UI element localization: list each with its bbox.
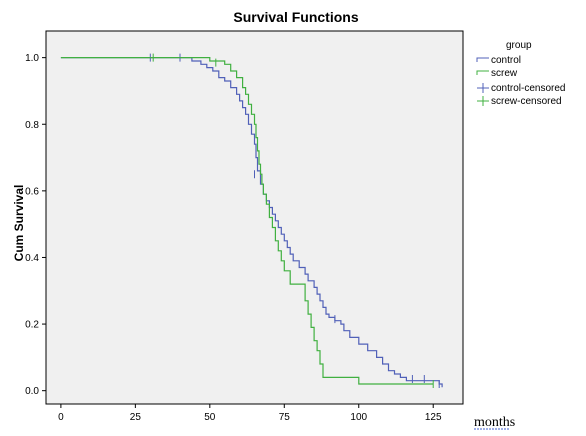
legend-label-control: control: [491, 55, 521, 66]
legend-marker-screw-censored: [477, 96, 489, 106]
plot-area: [45, 30, 464, 405]
legend-marker-control-censored: [477, 83, 489, 93]
x-tick-label: 25: [130, 412, 142, 423]
legend-entry-screw: screw: [476, 68, 518, 79]
legend-label-screw-censored: screw-censored: [491, 96, 562, 107]
legend-label-control-censored: control-censored: [491, 83, 565, 94]
x-tick-label: 125: [425, 412, 442, 423]
legend-entry-screw-censored: screw-censored: [477, 96, 562, 107]
legend-label-screw: screw: [491, 68, 518, 79]
y-tick-label: 0.8: [25, 120, 39, 131]
y-tick-label: 0.4: [25, 253, 39, 264]
legend-entry-control-censored: control-censored: [477, 83, 565, 94]
y-tick-label: 0.0: [25, 386, 39, 397]
series-line-screw: [60, 57, 434, 385]
legend-swatch-control: [476, 57, 489, 62]
x-axis-ticks: 0 25 50 75 100 125: [58, 404, 442, 423]
x-tick-label: 75: [279, 412, 291, 423]
y-axis-ticks: 0.0 0.2 0.4 0.6 0.8 1.0: [25, 53, 46, 397]
legend: group control screw control-censored scr…: [476, 40, 565, 107]
y-tick-label: 1.0: [25, 53, 39, 64]
chart-title: Survival Functions: [233, 9, 358, 25]
x-tick-label: 100: [350, 412, 367, 423]
x-axis-label: months: [474, 415, 515, 430]
x-tick-label: 50: [204, 412, 216, 423]
y-tick-label: 0.6: [25, 186, 39, 197]
series-layer: [60, 53, 443, 388]
series-line-control: [60, 57, 443, 388]
legend-entry-control: control: [476, 55, 521, 66]
x-tick-label: 0: [58, 412, 64, 423]
legend-title: group: [506, 40, 532, 51]
y-axis-label: Cum Survival: [12, 185, 26, 262]
y-tick-label: 0.2: [25, 320, 39, 331]
legend-swatch-screw: [476, 70, 489, 75]
